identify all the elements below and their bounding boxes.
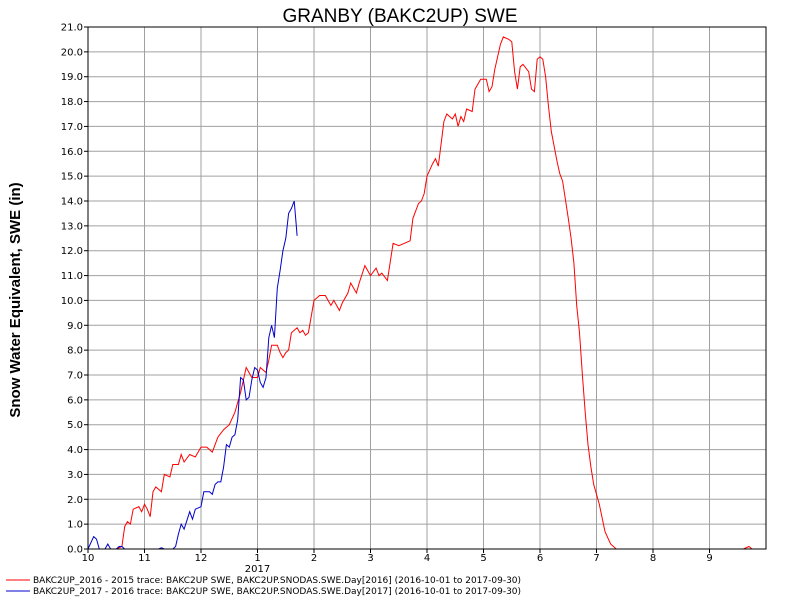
- x-tick-label: 10: [82, 553, 95, 564]
- y-tick-label: 8.0: [67, 346, 83, 357]
- y-tick-label: 11.0: [61, 271, 83, 282]
- y-tick-label: 2.0: [67, 495, 83, 506]
- y-tick-label: 5.0: [67, 420, 83, 431]
- legend-label: BAKC2UP_2016 - 2015 trace: BAKC2UP SWE, …: [33, 576, 521, 586]
- y-tick-label: 18.0: [61, 97, 83, 108]
- x-year-label: 2017: [245, 564, 270, 575]
- series-line-2: [87, 200, 298, 550]
- y-tick-label: 1.0: [67, 520, 83, 531]
- y-tick-label: 9.0: [67, 321, 83, 332]
- x-tick-label: 1: [254, 553, 260, 564]
- y-tick-label: 20.0: [61, 47, 83, 58]
- y-axis-label: Snow Water Equivalent, SWE (in): [7, 182, 24, 417]
- x-tick-label: 12: [195, 553, 208, 564]
- x-tick-label: 2: [311, 553, 317, 564]
- x-tick-label: 4: [424, 553, 430, 564]
- y-tick-label: 21.0: [61, 23, 83, 34]
- y-tick-label: 16.0: [61, 147, 83, 158]
- x-tick-label: 11: [138, 553, 151, 564]
- y-tick-label: 15.0: [61, 172, 83, 183]
- y-tick-label: 19.0: [61, 72, 83, 83]
- y-tick-label: 17.0: [61, 122, 83, 133]
- y-tick-label: 10.0: [61, 296, 83, 307]
- series-line-1: [88, 36, 753, 550]
- x-tick-label: 6: [537, 553, 543, 564]
- legend-label: BAKC2UP_2017 - 2016 trace: BAKC2UP SWE, …: [33, 587, 521, 597]
- axis-ticks: 0.01.02.03.04.05.06.07.08.09.010.011.012…: [61, 23, 713, 576]
- y-tick-label: 13.0: [61, 221, 83, 232]
- legend: BAKC2UP_2016 - 2015 trace: BAKC2UP SWE, …: [6, 576, 521, 597]
- x-tick-label: 7: [593, 553, 599, 564]
- x-tick-label: 9: [706, 553, 712, 564]
- x-tick-label: 3: [367, 553, 373, 564]
- y-tick-label: 12.0: [61, 246, 83, 257]
- x-tick-label: 8: [650, 553, 656, 564]
- y-tick-label: 3.0: [67, 470, 83, 481]
- y-tick-label: 4.0: [67, 445, 83, 456]
- series-lines: [87, 36, 753, 550]
- y-tick-label: 7.0: [67, 371, 83, 382]
- chart-title: GRANBY (BAKC2UP) SWE: [282, 6, 517, 27]
- grid: [87, 26, 766, 550]
- y-tick-label: 6.0: [67, 395, 83, 406]
- x-tick-label: 5: [480, 553, 486, 564]
- y-tick-label: 0.0: [67, 545, 83, 556]
- y-tick-label: 14.0: [61, 197, 83, 208]
